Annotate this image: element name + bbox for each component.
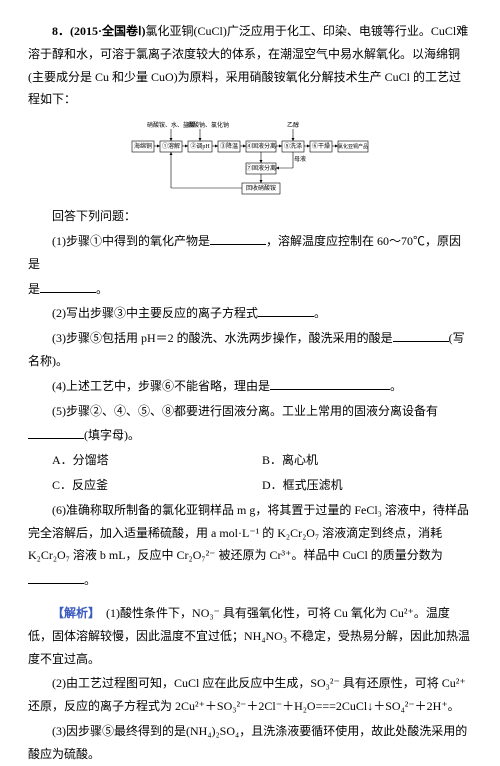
q8-sub6: (6)准确称取所制备的氯化亚铜样品 m g，将其置于过量的 FeCl₃ 溶液中，… — [28, 499, 472, 567]
svg-text:①溶解: ①溶解 — [162, 142, 180, 150]
q8-sub3-text-a: (3)步骤⑤包括用 pH＝2 的酸洗、水洗两步操作，酸洗采用的酸是 — [52, 331, 393, 345]
analysis-p2: (2)由工艺过程图可知，CuCl 应在此反应中生成，SO₃²⁻ 具有还原性，可将… — [28, 672, 472, 718]
q8-sub4-text-b: 。 — [390, 379, 402, 393]
q8-sub6-text: (6)准确称取所制备的氯化亚铜样品 m g，将其置于过量的 FeCl₃ 溶液中，… — [28, 503, 469, 563]
q8-sub2-text-a: (2)写出步骤③中主要反应的离子方程式 — [52, 306, 258, 320]
svg-text:乙醇: 乙醇 — [287, 121, 299, 129]
q8-sub6-line2: 。 — [28, 569, 472, 592]
q8-sub2-text-b: 。 — [314, 306, 326, 320]
svg-text:②调pH: ②调pH — [190, 142, 210, 150]
options-row-1: A．分馏塔 B．离心机 — [52, 449, 472, 472]
options-row-2: C．反应釜 D．框式压滤机 — [52, 474, 472, 497]
q8-sub1-text-a: (1)步骤①中得到的氧化产物是 — [52, 234, 210, 248]
option-b: B．离心机 — [262, 449, 472, 472]
analysis-p1: 【解析】 (1)酸性条件下，NO₃⁻ 具有强氧化性，可将 Cu 氧化为 Cu²⁺… — [28, 602, 472, 670]
q8-prompt: 回答下列问题： — [28, 205, 472, 228]
option-c: C．反应釜 — [52, 474, 262, 497]
svg-text:海绵铜: 海绵铜 — [134, 142, 152, 150]
blank — [40, 281, 96, 293]
q8-intro: 8．(2015·全国卷Ⅰ)氯化亚铜(CuCl)广泛应用于化工、印染、电镀等行业。… — [28, 20, 472, 111]
q8-sub4-text-a: (4)上述工艺中，步骤⑥不能省略，理由是 — [52, 379, 270, 393]
svg-text:碳酸钠、氯化钠: 碳酸钠、氯化钠 — [187, 121, 229, 129]
analysis-label: 【解析】 — [52, 606, 94, 620]
q8-sub1-line2: 是。 — [28, 278, 472, 301]
option-d: D．框式压滤机 — [262, 474, 472, 497]
q8-number: 8．(2015·全国卷Ⅰ) — [52, 24, 146, 38]
analysis-p3: (3)因步骤⑤最终得到的是(NH₄)₂SO₄，且洗涤液要循环使用，故此处酸洗采用… — [28, 720, 472, 766]
svg-text:母液: 母液 — [294, 155, 306, 163]
svg-text:氯化亚铜产品: 氯化亚铜产品 — [338, 143, 368, 150]
q8-sub4: (4)上述工艺中，步骤⑥不能省略，理由是 。 — [28, 375, 472, 398]
q8-sub1-text-c: 。 — [96, 282, 108, 296]
process-diagram: 硝酸铵、水、盐酸 碳酸钠、氯化钠 乙醇 海绵铜 ①溶解 ②调pH ③降温 ④固液… — [130, 117, 370, 195]
q8-sub6-end: 。 — [84, 573, 96, 587]
spacer — [28, 594, 472, 602]
svg-text:⑤洗涤: ⑤洗涤 — [284, 142, 302, 150]
process-diagram-container: 硝酸铵、水、盐酸 碳酸钠、氯化钠 乙醇 海绵铜 ①溶解 ②调pH ③降温 ④固液… — [28, 117, 472, 195]
svg-text:⑦固液分离: ⑦固液分离 — [246, 164, 276, 172]
blank — [270, 378, 390, 390]
svg-text:④固液分离: ④固液分离 — [246, 142, 276, 150]
blank — [28, 572, 84, 584]
q8-sub5: (5)步骤②、④、⑤、⑧都要进行固液分离。工业上常用的固液分离设备有 — [28, 400, 472, 423]
option-a: A．分馏塔 — [52, 449, 262, 472]
q8-sub5-text-a: (5)步骤②、④、⑤、⑧都要进行固液分离。工业上常用的固液分离设备有 — [52, 404, 438, 418]
q8-sub3: (3)步骤⑤包括用 pH＝2 的酸洗、水洗两步操作，酸洗采用的酸是(写名称)。 — [28, 327, 472, 373]
blank — [210, 233, 266, 245]
svg-text:回收硝酸铵: 回收硝酸铵 — [246, 184, 276, 192]
q8-sub2: (2)写出步骤③中主要反应的离子方程式 。 — [28, 302, 472, 325]
q8-sub1: (1)步骤①中得到的氧化产物是，溶解温度应控制在 60～70℃，原因是 — [28, 230, 472, 276]
q8-sub5-line2: (填字母)。 — [28, 424, 472, 447]
blank — [28, 427, 84, 439]
blank — [393, 330, 449, 342]
q8-sub5-text-b: (填字母)。 — [84, 428, 140, 442]
svg-text:③降温: ③降温 — [220, 142, 238, 150]
svg-text:⑥干燥: ⑥干燥 — [312, 142, 330, 150]
blank — [258, 305, 314, 317]
analysis-p1-text: (1)酸性条件下，NO₃⁻ 具有强氧化性，可将 Cu 氧化为 Cu²⁺。温度低，… — [28, 606, 470, 666]
